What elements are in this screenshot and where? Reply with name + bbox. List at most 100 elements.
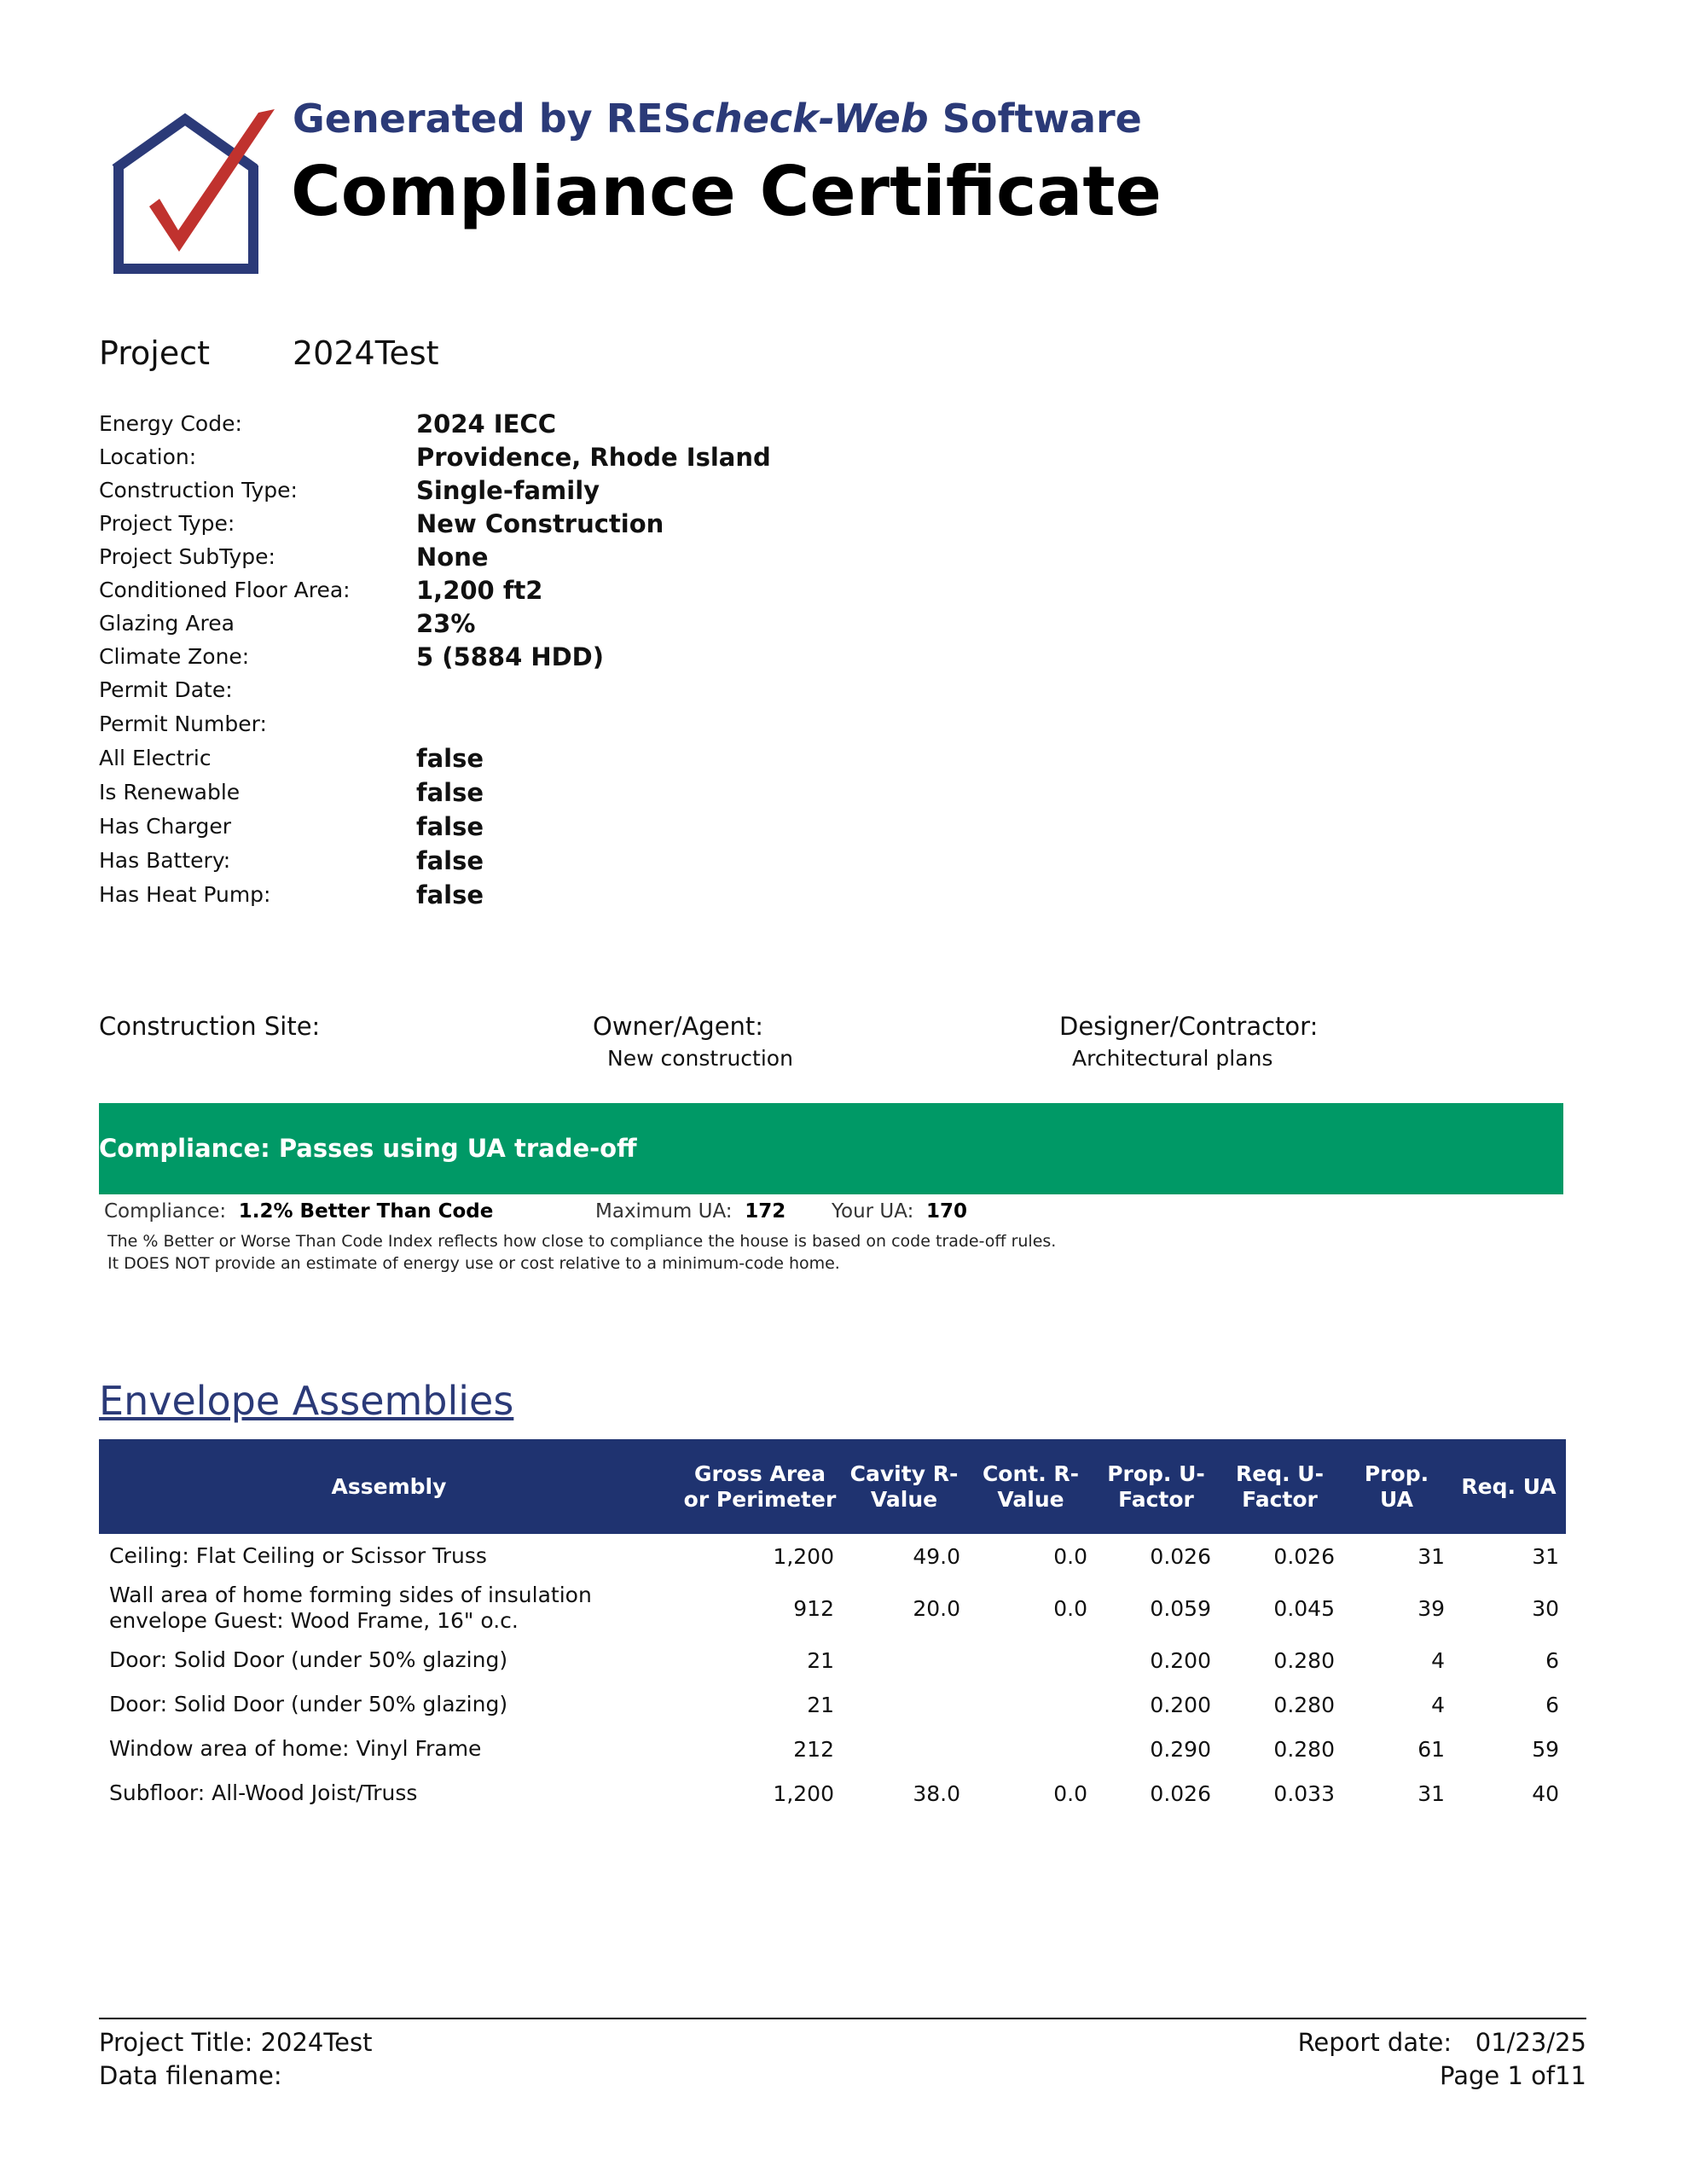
info-label: Permit Date: [99, 677, 233, 702]
footer-page: Page 1 of11 [1440, 2061, 1586, 2090]
column-header: Req. UA [1452, 1439, 1566, 1534]
info-value: false [416, 846, 484, 875]
info-row: All Electric false [99, 744, 952, 778]
table-cell: 0.045 [1273, 1595, 1335, 1621]
info-value: false [416, 778, 484, 807]
footer-project-title: Project Title: 2024Test [99, 2028, 373, 2057]
compliance-score: Compliance: 1.2% Better Than Code [104, 1200, 494, 1223]
your-ua: Your UA: 170 [832, 1200, 967, 1223]
table-cell: 31 [1417, 1543, 1445, 1569]
column-header: Cont. R-Value [967, 1439, 1094, 1534]
table-cell: 0.280 [1273, 1736, 1335, 1762]
column-header: Prop. U-Factor [1094, 1439, 1218, 1534]
table-cell: 212 [793, 1736, 834, 1762]
info-row: Energy Code: 2024 IECC [99, 410, 952, 443]
page-title: Compliance Certificate [291, 152, 1162, 231]
info-row: Project Type: New Construction [99, 509, 952, 543]
max-ua: Maximum UA: 172 [595, 1200, 786, 1223]
info-label: Energy Code: [99, 411, 242, 436]
table-cell: 6 [1545, 1692, 1559, 1717]
assembly-name: Subfloor: All-Wood Joist/Truss [109, 1780, 418, 1805]
column-header: Gross Area or Perimeter [679, 1439, 841, 1534]
table-cell: 0.200 [1150, 1647, 1211, 1673]
assembly-name: Door: Solid Door (under 50% glazing) [109, 1647, 508, 1672]
table-row: Door: Solid Door (under 50% glazing) 21 0.… [99, 1682, 1566, 1727]
table-cell: 0.200 [1150, 1692, 1211, 1717]
info-row: Conditioned Floor Area: 1,200 ft2 [99, 576, 952, 609]
construction-site-label: Construction Site: [99, 1012, 321, 1041]
info-row: Has Battery: false [99, 846, 952, 880]
generated-by: Generated by REScheck-Web Software [293, 96, 1142, 142]
info-value: 23% [416, 609, 476, 638]
info-label: Is Renewable [99, 780, 241, 804]
table-cell: 6 [1545, 1647, 1559, 1673]
compliance-banner: Compliance: Passes using UA trade-off [99, 1103, 1563, 1194]
table-cell [841, 1682, 967, 1727]
info-value: 2024 IECC [416, 410, 556, 439]
info-row: Permit Date: [99, 676, 952, 710]
table-cell [967, 1682, 1094, 1727]
info-row: Is Renewable false [99, 778, 952, 812]
info-label: Permit Number: [99, 712, 267, 736]
info-value: false [416, 744, 484, 773]
table-cell: 0.280 [1273, 1692, 1335, 1717]
envelope-table: Assembly Gross Area or Perimeter Cavity R-… [99, 1439, 1566, 1815]
table-cell [967, 1727, 1094, 1771]
assembly-name: Window area of home: Vinyl Frame [109, 1736, 482, 1761]
project-name: 2024Test [293, 334, 439, 372]
info-label: Climate Zone: [99, 644, 250, 669]
info-label: Glazing Area [99, 611, 235, 636]
column-header: Req. U-Factor [1218, 1439, 1342, 1534]
table-cell: 21 [807, 1692, 834, 1717]
table-cell: 912 [793, 1595, 834, 1621]
table-cell: 31 [1532, 1543, 1559, 1569]
info-row: Glazing Area 23% [99, 609, 952, 642]
table-cell: 31 [1417, 1780, 1445, 1806]
owner-label: Owner/Agent: [593, 1012, 764, 1041]
designer-value: Architectural plans [1072, 1046, 1273, 1071]
table-cell: 1,200 [773, 1543, 834, 1569]
info-row: Project SubType: None [99, 543, 952, 576]
table-cell: 20.0 [913, 1595, 960, 1621]
info-row: Climate Zone: 5 (5884 HDD) [99, 642, 952, 676]
table-row: Ceiling: Flat Ceiling or Scissor Truss 1,… [99, 1534, 1566, 1578]
table-cell: 61 [1417, 1736, 1445, 1762]
table-cell: 40 [1532, 1780, 1559, 1806]
info-value: None [416, 543, 489, 572]
envelope-title: Envelope Assemblies [99, 1378, 514, 1424]
info-row: Has Heat Pump: false [99, 880, 952, 915]
info-label: Project Type: [99, 511, 235, 536]
compliance-status: Compliance: Passes using UA trade-off [99, 1134, 637, 1163]
info-label: Project SubType: [99, 544, 275, 569]
table-cell: 39 [1417, 1595, 1445, 1621]
info-value: false [416, 880, 484, 909]
table-cell: 0.033 [1273, 1780, 1335, 1806]
compliance-note: The % Better or Worse Than Code Index re… [107, 1232, 1057, 1251]
house-icon [112, 113, 258, 274]
table-cell: 4 [1431, 1692, 1445, 1717]
rescheck-logo [112, 109, 275, 274]
table-cell: 0.280 [1273, 1647, 1335, 1673]
assembly-name: Ceiling: Flat Ceiling or Scissor Truss [109, 1543, 487, 1568]
info-label: All Electric [99, 746, 212, 770]
info-label: Has Charger [99, 814, 232, 839]
table-row: Wall area of home forming sides of insul… [99, 1578, 1566, 1638]
info-row: Construction Type: Single-family [99, 476, 952, 509]
table-cell: 1,200 [773, 1780, 834, 1806]
table-cell: 59 [1532, 1736, 1559, 1762]
table-cell: 0.026 [1273, 1543, 1335, 1569]
info-label: Construction Type: [99, 478, 298, 502]
assembly-name: Wall area of home forming sides of insul… [109, 1583, 592, 1633]
info-label: Conditioned Floor Area: [99, 578, 351, 602]
table-cell: 0.026 [1150, 1543, 1211, 1569]
info-value: Providence, Rhode Island [416, 443, 771, 472]
table-cell: 0.0 [1053, 1780, 1087, 1806]
info-value: 1,200 ft2 [416, 576, 543, 605]
table-row: Door: Solid Door (under 50% glazing) 21 0.… [99, 1638, 1566, 1682]
table-cell: 0.0 [1053, 1543, 1087, 1569]
column-header: Cavity R-Value [841, 1439, 967, 1534]
footer-report-date: Report date: 01/23/25 [1297, 2028, 1586, 2057]
compliance-note: It DOES NOT provide an estimate of energ… [107, 1254, 840, 1273]
info-row: Location: Providence, Rhode Island [99, 443, 952, 476]
info-value: false [416, 812, 484, 841]
